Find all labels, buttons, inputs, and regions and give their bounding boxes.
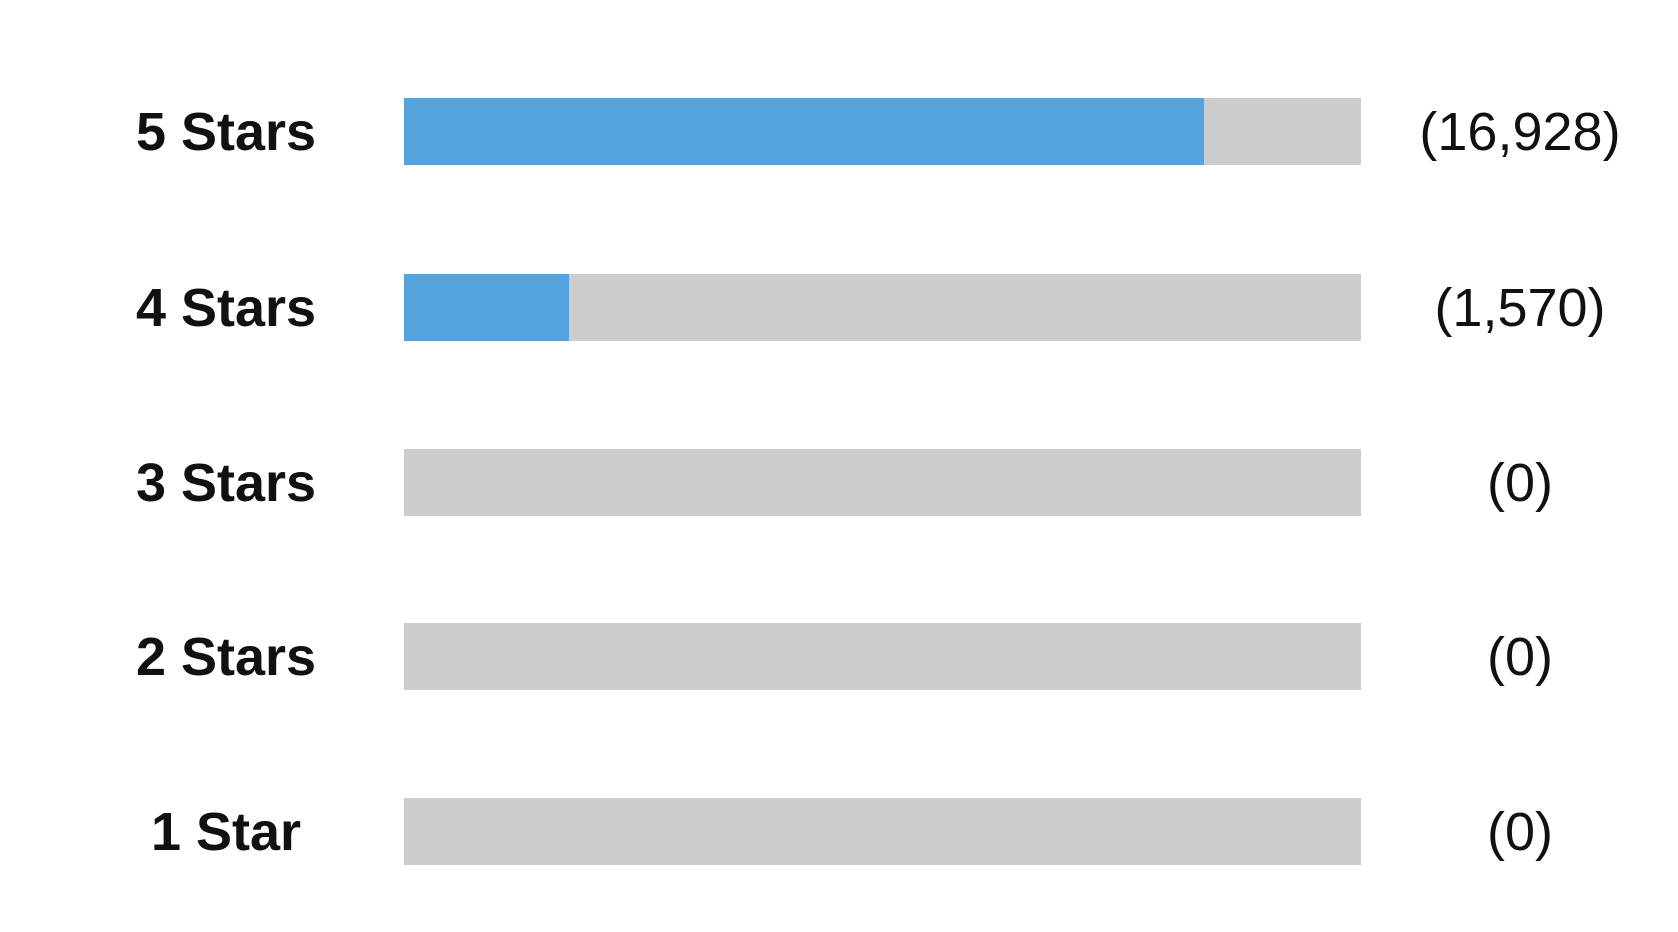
rating-bar-track [404, 98, 1361, 165]
rating-count: (0) [1487, 802, 1553, 862]
rating-label: 2 Stars [135, 627, 317, 687]
rating-label: 3 Stars [135, 453, 317, 513]
rating-count: (0) [1487, 627, 1553, 687]
rating-row: 2 Stars (0) [0, 623, 1678, 691]
rating-label: 5 Stars [135, 102, 317, 162]
rating-row: 1 Star (0) [0, 798, 1678, 866]
rating-bar-track [404, 449, 1361, 516]
rating-row: 4 Stars (1,570) [0, 274, 1678, 342]
rating-row: 5 Stars (16,928) [0, 98, 1678, 166]
rating-bar-track [404, 798, 1361, 865]
rating-bar-track [404, 623, 1361, 690]
rating-label: 4 Stars [135, 278, 317, 338]
rating-bar-track [404, 274, 1361, 341]
rating-label: 1 Star [150, 802, 302, 862]
rating-row: 3 Stars (0) [0, 449, 1678, 517]
rating-bar-fill [404, 274, 569, 341]
rating-bar-fill [404, 98, 1205, 165]
rating-count: (1,570) [1434, 278, 1606, 338]
rating-count: (16,928) [1419, 102, 1621, 162]
rating-count: (0) [1487, 453, 1553, 513]
